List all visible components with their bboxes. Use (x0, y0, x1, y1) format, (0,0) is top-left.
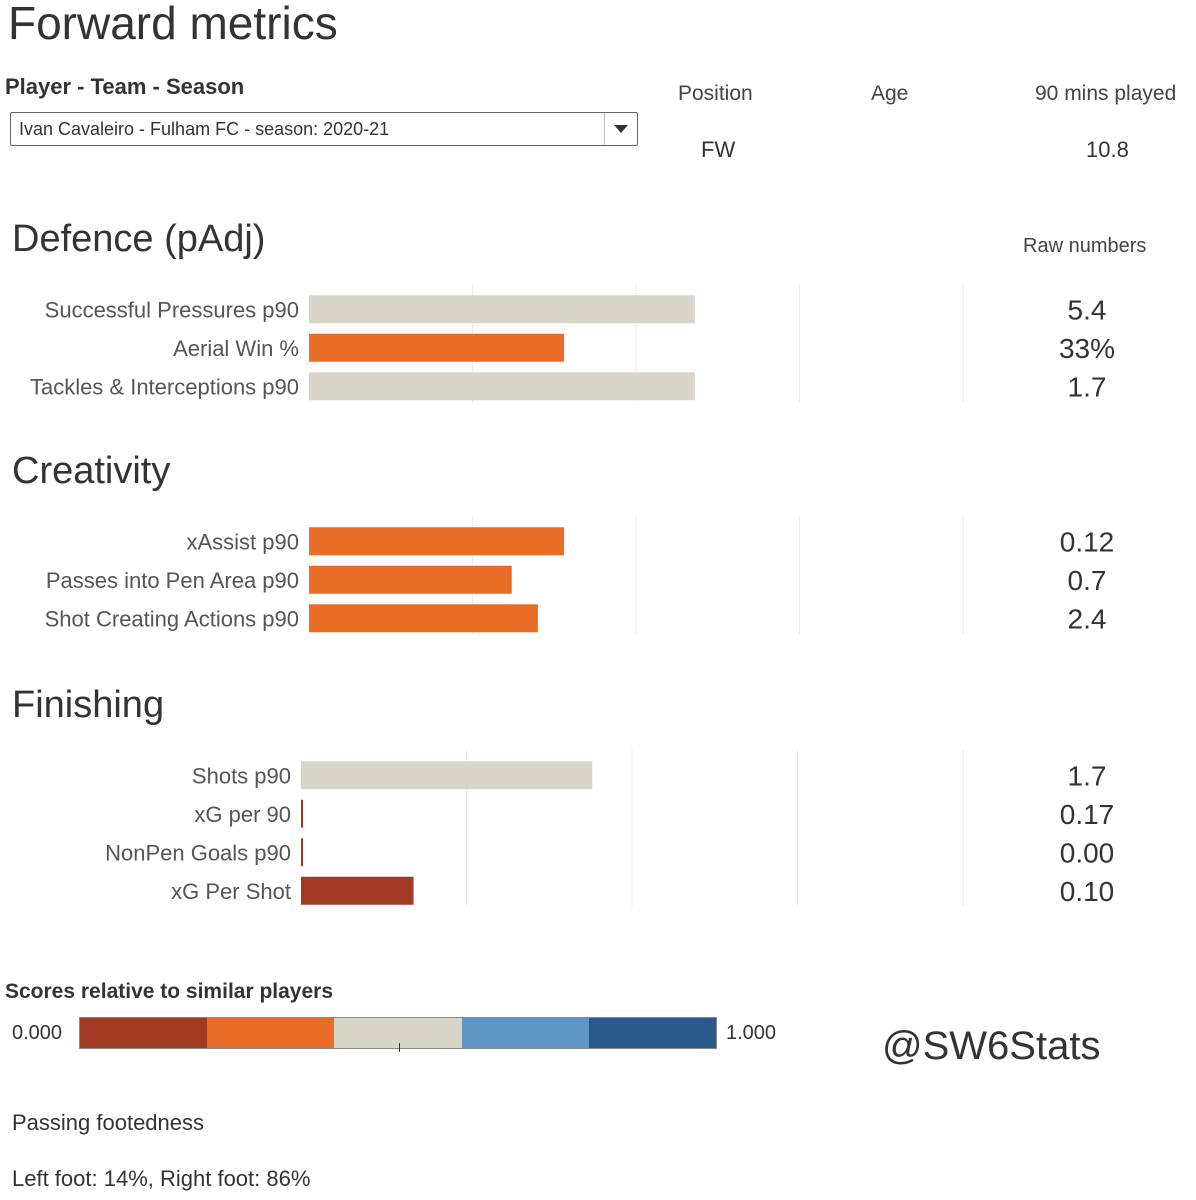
legend-segment (207, 1018, 335, 1048)
category-label: Shots p90 (192, 763, 291, 788)
raw-numbers-header: Raw numbers (1023, 235, 1147, 257)
age-label: Age (871, 82, 909, 105)
raw-value-label: 0.00 (1060, 837, 1115, 868)
page-title: Forward metrics (8, 0, 338, 49)
color-legend (79, 1017, 717, 1049)
raw-value-label: 0.12 (1060, 526, 1115, 557)
bar (309, 333, 565, 362)
footedness-value: Left foot: 14%, Right foot: 86% (12, 1166, 311, 1191)
section-title-creativity: Creativity (12, 450, 171, 492)
bar (309, 565, 512, 594)
category-label: xG Per Shot (171, 879, 291, 904)
chevron-down-icon (614, 125, 628, 133)
bar (309, 604, 538, 633)
mins-played-label: 90 mins played (1035, 82, 1177, 105)
category-label: Shot Creating Actions p90 (45, 606, 299, 631)
category-label: NonPen Goals p90 (105, 840, 291, 865)
category-label: Successful Pressures p90 (45, 297, 299, 322)
legend-segment (80, 1018, 208, 1048)
chart-defence: Successful Pressures p90 5.4 Aerial Win % 3… (30, 284, 1115, 402)
bar (309, 527, 565, 556)
raw-value-label: 0.10 (1060, 876, 1115, 906)
credit-handle: @SW6Stats (882, 1024, 1101, 1068)
legend-segment (461, 1018, 589, 1048)
bar (301, 799, 303, 828)
chart-creativity: xAssist p90 0.12 Passes into Pen Area p90 0… (45, 516, 1115, 634)
player-select[interactable]: Ivan Cavaleiro - Fulham FC - season: 202… (10, 112, 638, 146)
bar (301, 876, 414, 905)
position-value: FW (701, 137, 736, 162)
raw-value-label: 0.7 (1068, 565, 1107, 596)
section-title-defence: Defence (pAdj) (12, 218, 266, 260)
bar (301, 838, 303, 867)
filter-label: Player - Team - Season (5, 74, 245, 99)
bar (301, 761, 593, 790)
category-label: xG per 90 (194, 802, 291, 827)
player-select-value: Ivan Cavaleiro - Fulham FC - season: 202… (19, 119, 390, 139)
raw-value-label: 33% (1059, 333, 1115, 364)
legend-min-label: 0.000 (12, 1022, 63, 1044)
raw-value-label: 1.7 (1068, 760, 1107, 791)
raw-value-label: 5.4 (1068, 294, 1107, 325)
category-label: Aerial Win % (173, 336, 299, 361)
section-title-finishing: Finishing (12, 684, 165, 726)
category-label: Passes into Pen Area p90 (46, 568, 299, 593)
raw-value-label: 0.17 (1060, 799, 1115, 830)
position-label: Position (678, 82, 753, 105)
raw-value-label: 1.7 (1068, 371, 1107, 402)
legend-segment (588, 1018, 717, 1048)
legend-tick (399, 1043, 400, 1052)
raw-value-label: 2.4 (1068, 603, 1107, 634)
chart-finishing: Shots p90 1.7 xG per 90 0.17 NonPen Goals p9… (105, 750, 1115, 906)
category-label: xAssist p90 (187, 529, 300, 554)
dropdown-button[interactable] (604, 113, 637, 145)
category-label: Tackles & Interceptions p90 (30, 374, 299, 399)
legend-max-label: 1.000 (726, 1022, 777, 1044)
bar (309, 295, 695, 324)
legend-segment (334, 1018, 462, 1048)
footedness-title: Passing footedness (12, 1110, 205, 1135)
mins-played-value: 10.8 (1086, 137, 1129, 162)
legend-title: Scores relative to similar players (5, 980, 334, 1003)
bar (309, 372, 695, 401)
